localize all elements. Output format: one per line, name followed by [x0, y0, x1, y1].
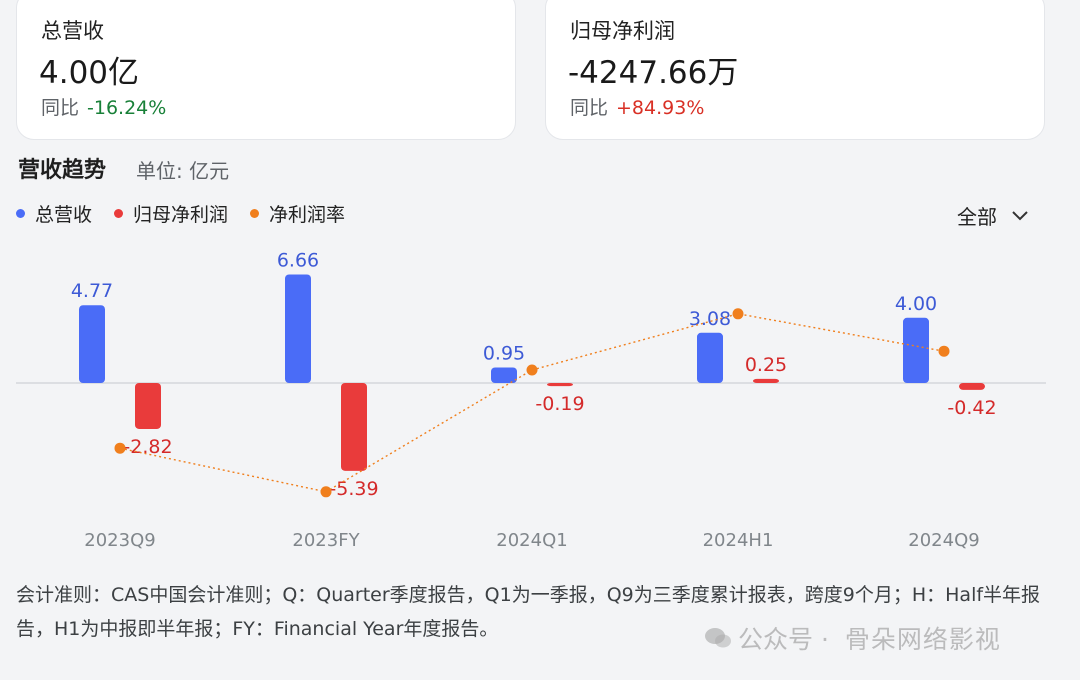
revenue-label-2024H1: 3.08	[689, 308, 731, 330]
revenue-yoy-label: 同比	[41, 97, 80, 119]
net-profit-bar-2024Q1	[547, 383, 573, 387]
period-filter-dropdown[interactable]: 全部	[957, 201, 1029, 230]
revenue-card[interactable]: 总营收 4.00亿 同比 -16.24%	[16, 0, 516, 140]
revenue-bar-2023Q9	[79, 305, 105, 383]
legend-label-revenue: 总营收	[35, 204, 93, 226]
revenue-bar-2024Q9	[903, 317, 929, 383]
x-tick-label-2023FY: 2023FY	[292, 530, 360, 551]
x-tick-label-2023Q9: 2023Q9	[84, 530, 155, 551]
net-profit-label-2023FY: -5.39	[329, 478, 378, 500]
footnote: 会计准则：CAS中国会计准则；Q：Quarter季度报告，Q1为一季报，Q9为三…	[16, 584, 1041, 640]
x-tick-label-2024Q1: 2024Q1	[496, 530, 567, 551]
chevron-down-icon	[1012, 210, 1028, 220]
legend-dot-margin	[250, 209, 260, 218]
watermark-prefix: 公众号 ·	[738, 625, 829, 654]
net-profit-bar-2024H1	[753, 378, 779, 383]
net-margin-point-2024H1	[732, 308, 744, 320]
revenue-label-2023FY: 6.66	[277, 249, 319, 271]
net-profit-yoy-label: 同比	[570, 97, 609, 119]
legend-label-margin: 净利润率	[269, 204, 346, 226]
revenue-label-2023Q9: 4.77	[71, 280, 113, 302]
net-margin-line	[119, 313, 945, 493]
net-margin-point-2024Q1	[526, 364, 538, 376]
revenue-trend-chart: 4.77 -2.82 2023Q9 6.66 -5.39 2023FY 0.95 -0.19 2…	[16, 249, 1046, 551]
revenue-bar-2023FY	[285, 274, 311, 383]
watermark: 公众号 · 骨朵网络影视	[704, 620, 1001, 656]
revenue-bar-2024Q1	[491, 367, 517, 383]
net-profit-bar-2023Q9	[135, 383, 161, 429]
revenue-label-2024Q1: 0.95	[483, 343, 525, 365]
x-tick-label-2024H1: 2024H1	[703, 530, 774, 551]
section-title: 营收趋势	[18, 158, 107, 183]
net-profit-bar-2023FY	[341, 383, 367, 471]
net-profit-bar-2024Q9	[959, 383, 985, 390]
legend-item-revenue[interactable]: 总营收	[16, 200, 92, 227]
net-profit-card[interactable]: 归母净利润 -4247.66万 同比 +84.93%	[545, 0, 1045, 140]
legend-label-net-profit: 归母净利润	[133, 204, 229, 226]
net-profit-value: -4247.66万	[568, 55, 739, 91]
revenue-label-2024Q9: 4.00	[895, 293, 937, 315]
revenue-label: 总营收	[41, 19, 104, 43]
net-profit-label-2024Q9: -0.42	[947, 397, 996, 419]
net-margin-point-2024Q9	[938, 345, 950, 357]
legend-dot-net-profit	[114, 209, 124, 218]
net-margin-point-2023FY	[320, 486, 332, 498]
section-unit: 单位: 亿元	[136, 159, 230, 183]
net-profit-label-2023Q9: -2.82	[123, 436, 172, 458]
wechat-icon	[705, 628, 731, 648]
revenue-yoy: 同比 -16.24%	[41, 93, 166, 120]
legend-dot-revenue	[16, 209, 25, 218]
net-profit-label-2024H1: 0.25	[745, 354, 787, 376]
net-profit-label-2024Q1: -0.19	[535, 393, 584, 415]
revenue-yoy-value: -16.24%	[87, 97, 167, 119]
period-filter-label: 全部	[957, 205, 997, 229]
net-profit-label: 归母净利润	[570, 19, 675, 43]
watermark-name: 骨朵网络影视	[844, 625, 1001, 654]
revenue-value: 4.00亿	[39, 55, 140, 91]
x-tick-label-2024Q9: 2024Q9	[908, 530, 979, 551]
legend-item-net-profit[interactable]: 归母净利润	[114, 200, 228, 227]
net-margin-point-2023Q9	[114, 442, 126, 454]
net-profit-yoy-value: +84.93%	[616, 97, 705, 119]
net-profit-yoy: 同比 +84.93%	[570, 93, 704, 120]
chart-legend: 总营收 归母净利润 净利润率	[16, 200, 345, 227]
revenue-bar-2024H1	[697, 332, 723, 383]
legend-item-margin[interactable]: 净利润率	[250, 200, 345, 227]
